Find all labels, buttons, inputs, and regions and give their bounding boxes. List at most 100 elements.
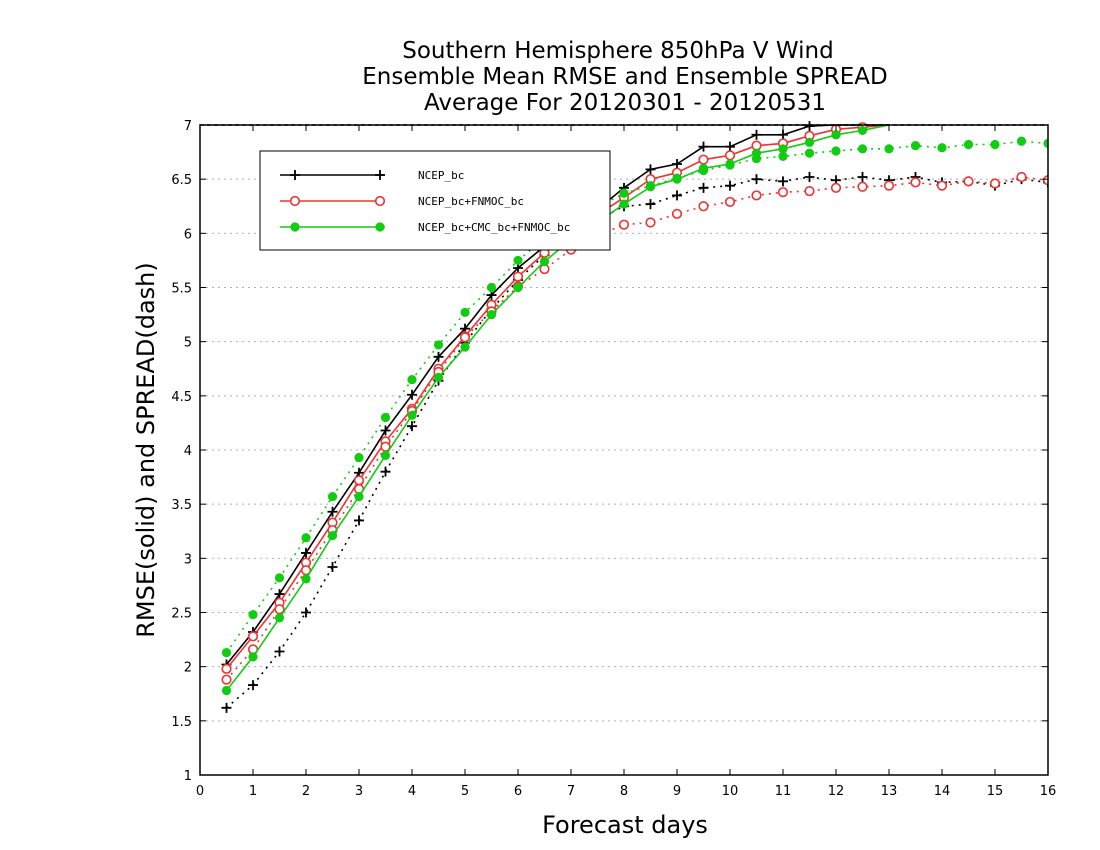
legend-item-ncep-bc-fnmoc-bc: NCEP_bc+FNMOC_bc [280,195,524,208]
rmse-point [380,425,391,436]
rmse-point [460,342,470,352]
y-axis-ticks: 1 1.5 2 2.5 3 3.5 4 4.5 5 5.5 6 6.5 7 [171,119,1048,784]
rmse-point [407,410,417,420]
spread-point [354,452,364,463]
legend-label: NCEP_bc [418,169,464,182]
spread-point [936,180,948,191]
rmse-point [248,652,258,662]
rmse-point [512,271,524,282]
legend-label: NCEP_bc+CMC_bc+FNMOC_bc [418,221,570,234]
plot-series [221,121,1048,713]
spread-point [274,646,285,657]
rmse-point [698,141,709,152]
spread-point [301,533,311,543]
spread-point [327,491,338,502]
y-tick-label: 1.5 [171,715,192,730]
rmse-point [433,351,444,362]
rmse-point [353,475,365,486]
spread-point [698,182,709,193]
y-tick-label: 1 [184,769,192,784]
spread-point [857,172,868,182]
spread-point [884,144,894,154]
rmse-point [247,631,259,642]
rmse-point [354,491,364,502]
spread-point [221,702,232,713]
y-tick-label: 5 [184,336,192,351]
spread-point [380,412,391,423]
y-tick-label: 2.5 [171,607,192,622]
spread-point [883,180,895,191]
x-tick-label: 11 [775,784,792,799]
x-tick-label: 0 [196,784,204,799]
rmse-point [327,506,338,517]
rmse-point [433,372,444,383]
spread-point [724,196,736,208]
x-tick-label: 14 [934,784,951,799]
spread-line-ncep-bc-fnmoc-bc [225,176,1048,681]
rmse-point [301,574,311,584]
spread-point [778,176,788,187]
rmse-point [672,159,682,169]
x-tick-label: 9 [673,784,681,799]
x-tick-label: 15 [987,784,1004,799]
spread-point [460,307,470,318]
spread-point [698,201,709,212]
spread-point [407,421,417,432]
spread-point [751,174,762,185]
x-tick-label: 3 [355,784,363,799]
x-tick-label: 8 [620,784,628,799]
spread-point [778,151,788,162]
spread-point [725,180,735,191]
spread-point [274,573,285,583]
spread-point [486,282,497,293]
spread-point [1016,136,1027,146]
x-tick-label: 4 [408,784,416,799]
spread-point [221,647,232,658]
y-tick-label: 6 [184,227,192,242]
rmse-point [513,282,523,293]
spread-point [830,182,842,193]
legend: NCEP_bc NCEP_bc+FNMOC_bc NCEP_bc+CMC_bc+FN… [259,150,611,251]
rmse-point [221,663,232,674]
spread-point [804,185,815,197]
rmse-point [407,389,417,400]
x-tick-label: 6 [514,784,522,799]
spread-point [380,466,391,477]
spread-point [671,208,683,219]
rmse-point [698,154,709,165]
legend-marker-left [289,195,301,207]
y-tick-label: 5.5 [171,282,192,297]
spread-line-ncep-bc [225,176,1048,709]
y-tick-label: 4.5 [171,390,192,405]
spread-point [963,176,974,187]
rmse-point [486,309,497,320]
spread-point [513,255,523,266]
chart-title-line-1: Southern Hemisphere 850hPa V Wind [402,38,833,64]
spread-point [857,144,868,154]
legend-label: NCEP_bc+FNMOC_bc [418,195,524,208]
rmse-point [804,121,815,132]
spread-point [910,177,921,188]
spread-point [619,188,629,198]
spread-point [433,340,444,350]
legend-marker-left [290,170,300,180]
rmse-point [301,547,311,558]
spread-point [248,610,258,620]
spread-point [725,160,735,170]
y-tick-label: 6.5 [171,173,192,188]
rmse-point [804,137,815,147]
spread-point [910,140,921,151]
spread-point [1043,138,1048,149]
x-tick-label: 13 [881,784,898,799]
spread-point [804,148,815,158]
spread-point [618,219,630,230]
spread-point [857,181,868,192]
rmse-point [724,150,736,161]
x-axis-ticks: 0 1 2 3 4 5 6 7 8 9 10 11 12 13 14 15 16 [196,125,1056,799]
y-tick-label: 4 [184,444,192,459]
spread-point [645,199,656,210]
legend-marker-right [375,170,385,180]
spread-point [221,674,232,685]
y-tick-label: 3 [184,552,192,567]
legend-item-ncep-bc: NCEP_bc [280,169,464,182]
